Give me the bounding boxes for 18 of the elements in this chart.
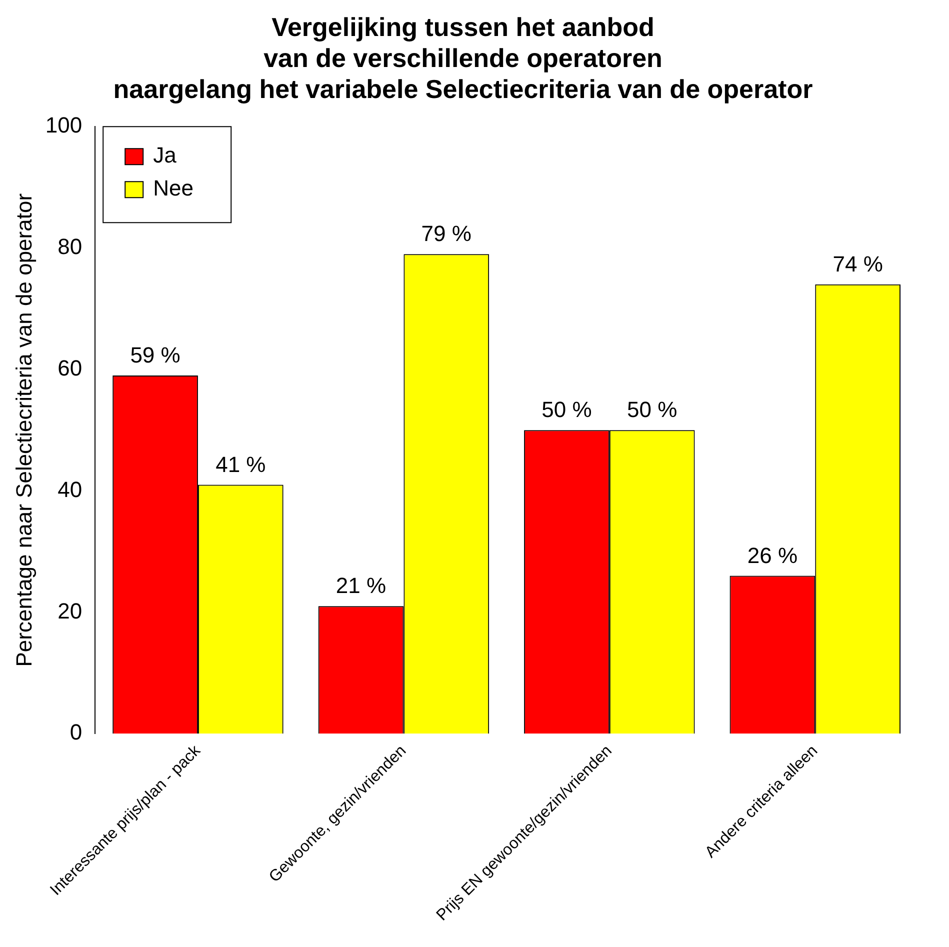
data-label: 26 % [747,542,798,568]
data-label: 50 % [542,397,592,422]
data-label: 41 % [216,452,266,477]
y-tick-label: 20 [58,598,82,624]
data-label: 79 % [421,221,472,246]
data-label: 59 % [130,342,180,368]
data-label: 21 % [336,573,386,598]
y-tick-label: 0 [70,720,82,745]
legend-label: Nee [153,176,194,201]
y-tick-label: 80 [58,234,82,260]
data-label: 50 % [627,397,678,422]
chart-title: Vergelijking tussen het aanbod van de verschillende operatoren naargelang het variabele Selectiecriteria van de operator [113,12,813,104]
data-label: 74 % [832,251,883,276]
y-tick-label: 60 [58,355,82,380]
y-tick-label: 40 [58,476,82,502]
legend-label: Ja [153,142,178,168]
y-tick-label: 100 [45,112,82,138]
y-axis-title: Percentage naar Selectiecriteria van de operator [11,193,36,667]
